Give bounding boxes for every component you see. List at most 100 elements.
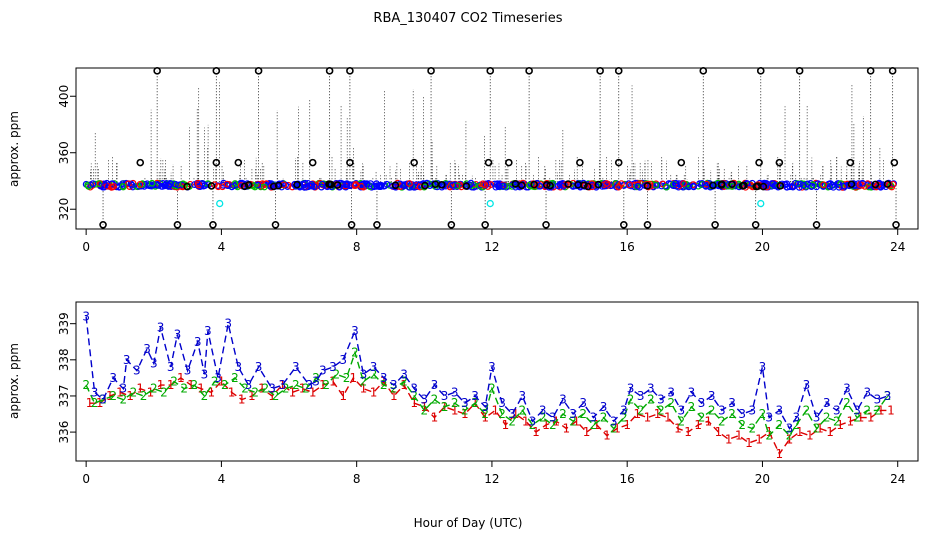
bottom-x-tick-label: 12 — [484, 472, 499, 486]
series-3-point-label: 3 — [268, 382, 276, 396]
series-2-point-label: 2 — [451, 396, 459, 410]
series-1-point-label: 1 — [126, 389, 134, 403]
series-1-point-label: 1 — [481, 411, 489, 425]
x-axis-label: Hour of Day (UTC) — [414, 516, 523, 530]
series-1-point-label: 1 — [583, 425, 591, 439]
top-outlier-point — [447, 220, 456, 229]
series-3-point-label: 3 — [380, 371, 388, 385]
series-3-line — [85, 316, 888, 430]
series-1-point-label: 1 — [573, 414, 581, 428]
series-2-point-label: 2 — [211, 375, 219, 389]
top-point — [198, 180, 206, 187]
top-data-marks — [82, 67, 900, 229]
top-outlier-point — [594, 180, 603, 189]
series-2-point-label: 2 — [302, 382, 310, 396]
series-1-point-label: 1 — [309, 385, 317, 399]
series-1-point-label: 1 — [705, 414, 713, 428]
series-3-point-label: 3 — [184, 364, 192, 378]
series-1-point-label: 1 — [654, 407, 662, 421]
series-1-point-label: 1 — [390, 389, 398, 403]
series-3-point-label: 3 — [360, 367, 368, 381]
series-1-point-label: 1 — [826, 425, 834, 439]
series-3-point-label: 3 — [813, 411, 821, 425]
top-point — [158, 183, 166, 190]
series-3-point-label: 3 — [728, 396, 736, 410]
top-point — [128, 181, 136, 189]
series-3-point-label: 3 — [579, 396, 587, 410]
series-1-point-label: 1 — [735, 429, 743, 443]
top-outlier-point — [866, 67, 875, 75]
top-point — [318, 180, 326, 188]
top-y-axis-label: approx. ppm — [7, 111, 21, 187]
series-2-point-label: 2 — [380, 378, 388, 392]
top-outlier-point — [846, 158, 855, 167]
series-1-point-label: 1 — [278, 378, 286, 392]
top-outlier-point — [481, 220, 489, 229]
top-outlier-point — [240, 182, 249, 191]
series-2-point-label: 2 — [765, 429, 773, 443]
series-1-point-label: 1 — [147, 385, 155, 399]
top-outlier-point — [347, 220, 356, 229]
top-outlier-point — [486, 67, 495, 75]
series-3-point-label: 3 — [549, 411, 557, 425]
top-outlier-point — [776, 181, 785, 190]
top-y-tick-label: 360 — [57, 141, 71, 164]
top-point — [604, 181, 612, 189]
top-outlier-point — [584, 182, 592, 191]
top-outlier-point — [293, 180, 301, 189]
series-1-point-label: 1 — [836, 418, 844, 432]
series-1-point-label: 1 — [370, 385, 378, 399]
series-1-point-label: 1 — [96, 396, 104, 410]
top-outlier-point — [677, 158, 686, 167]
top-outlier-point — [274, 181, 283, 190]
top-outlier-point — [596, 67, 604, 75]
series-3-point-label: 3 — [461, 396, 469, 410]
series-2-point-label: 2 — [813, 421, 821, 435]
series-1-point-label: 1 — [623, 418, 631, 432]
series-2-point-label: 2 — [874, 403, 882, 417]
series-2-point-label: 2 — [579, 407, 587, 421]
series-1-point-label: 1 — [258, 382, 266, 396]
series-1-point-label: 1 — [694, 418, 702, 432]
top-outlier-point — [888, 67, 897, 75]
top-outlier-point — [254, 67, 263, 75]
top-outlier-point — [709, 181, 717, 190]
bottom-y-tick-label: 338 — [57, 348, 71, 371]
top-outlier-point — [505, 158, 513, 167]
top-point — [266, 181, 274, 189]
top-point — [174, 181, 182, 189]
series-1-point-label: 1 — [745, 436, 753, 450]
series-1-point-label: 1 — [593, 418, 601, 432]
top-point — [161, 182, 168, 190]
series-2-point-label: 2 — [627, 393, 635, 407]
series-3-point-label: 3 — [319, 364, 327, 378]
top-point — [820, 181, 828, 189]
series-1-point-label: 1 — [806, 429, 814, 443]
series-1-point-label: 1 — [116, 385, 124, 399]
top-point — [800, 182, 808, 189]
series-3-point-label: 3 — [143, 342, 151, 356]
series-2-point-label: 2 — [441, 400, 449, 414]
series-1-point-label: 1 — [420, 400, 428, 414]
series-2-point-label: 2 — [431, 393, 439, 407]
series-3-point-label: 3 — [765, 411, 773, 425]
bottom-y-tick-label: 339 — [57, 312, 71, 335]
series-3-point-label: 3 — [91, 385, 99, 399]
bottom-plot-frame — [75, 301, 919, 462]
series-3-point-label: 3 — [559, 393, 567, 407]
top-point — [352, 181, 360, 188]
series-3-point-label: 3 — [82, 309, 90, 323]
series-3-point-label: 3 — [109, 371, 117, 385]
top-outlier-point — [717, 180, 726, 188]
top-point — [840, 182, 848, 190]
series-3-point-label: 3 — [471, 389, 479, 403]
series-2-point-label: 2 — [708, 403, 716, 417]
series-2-point-label: 2 — [853, 411, 861, 425]
top-point — [148, 179, 156, 187]
series-2-point-label: 2 — [884, 389, 892, 403]
top-outlier-point — [576, 158, 584, 167]
series-1-point-label: 1 — [248, 389, 256, 403]
